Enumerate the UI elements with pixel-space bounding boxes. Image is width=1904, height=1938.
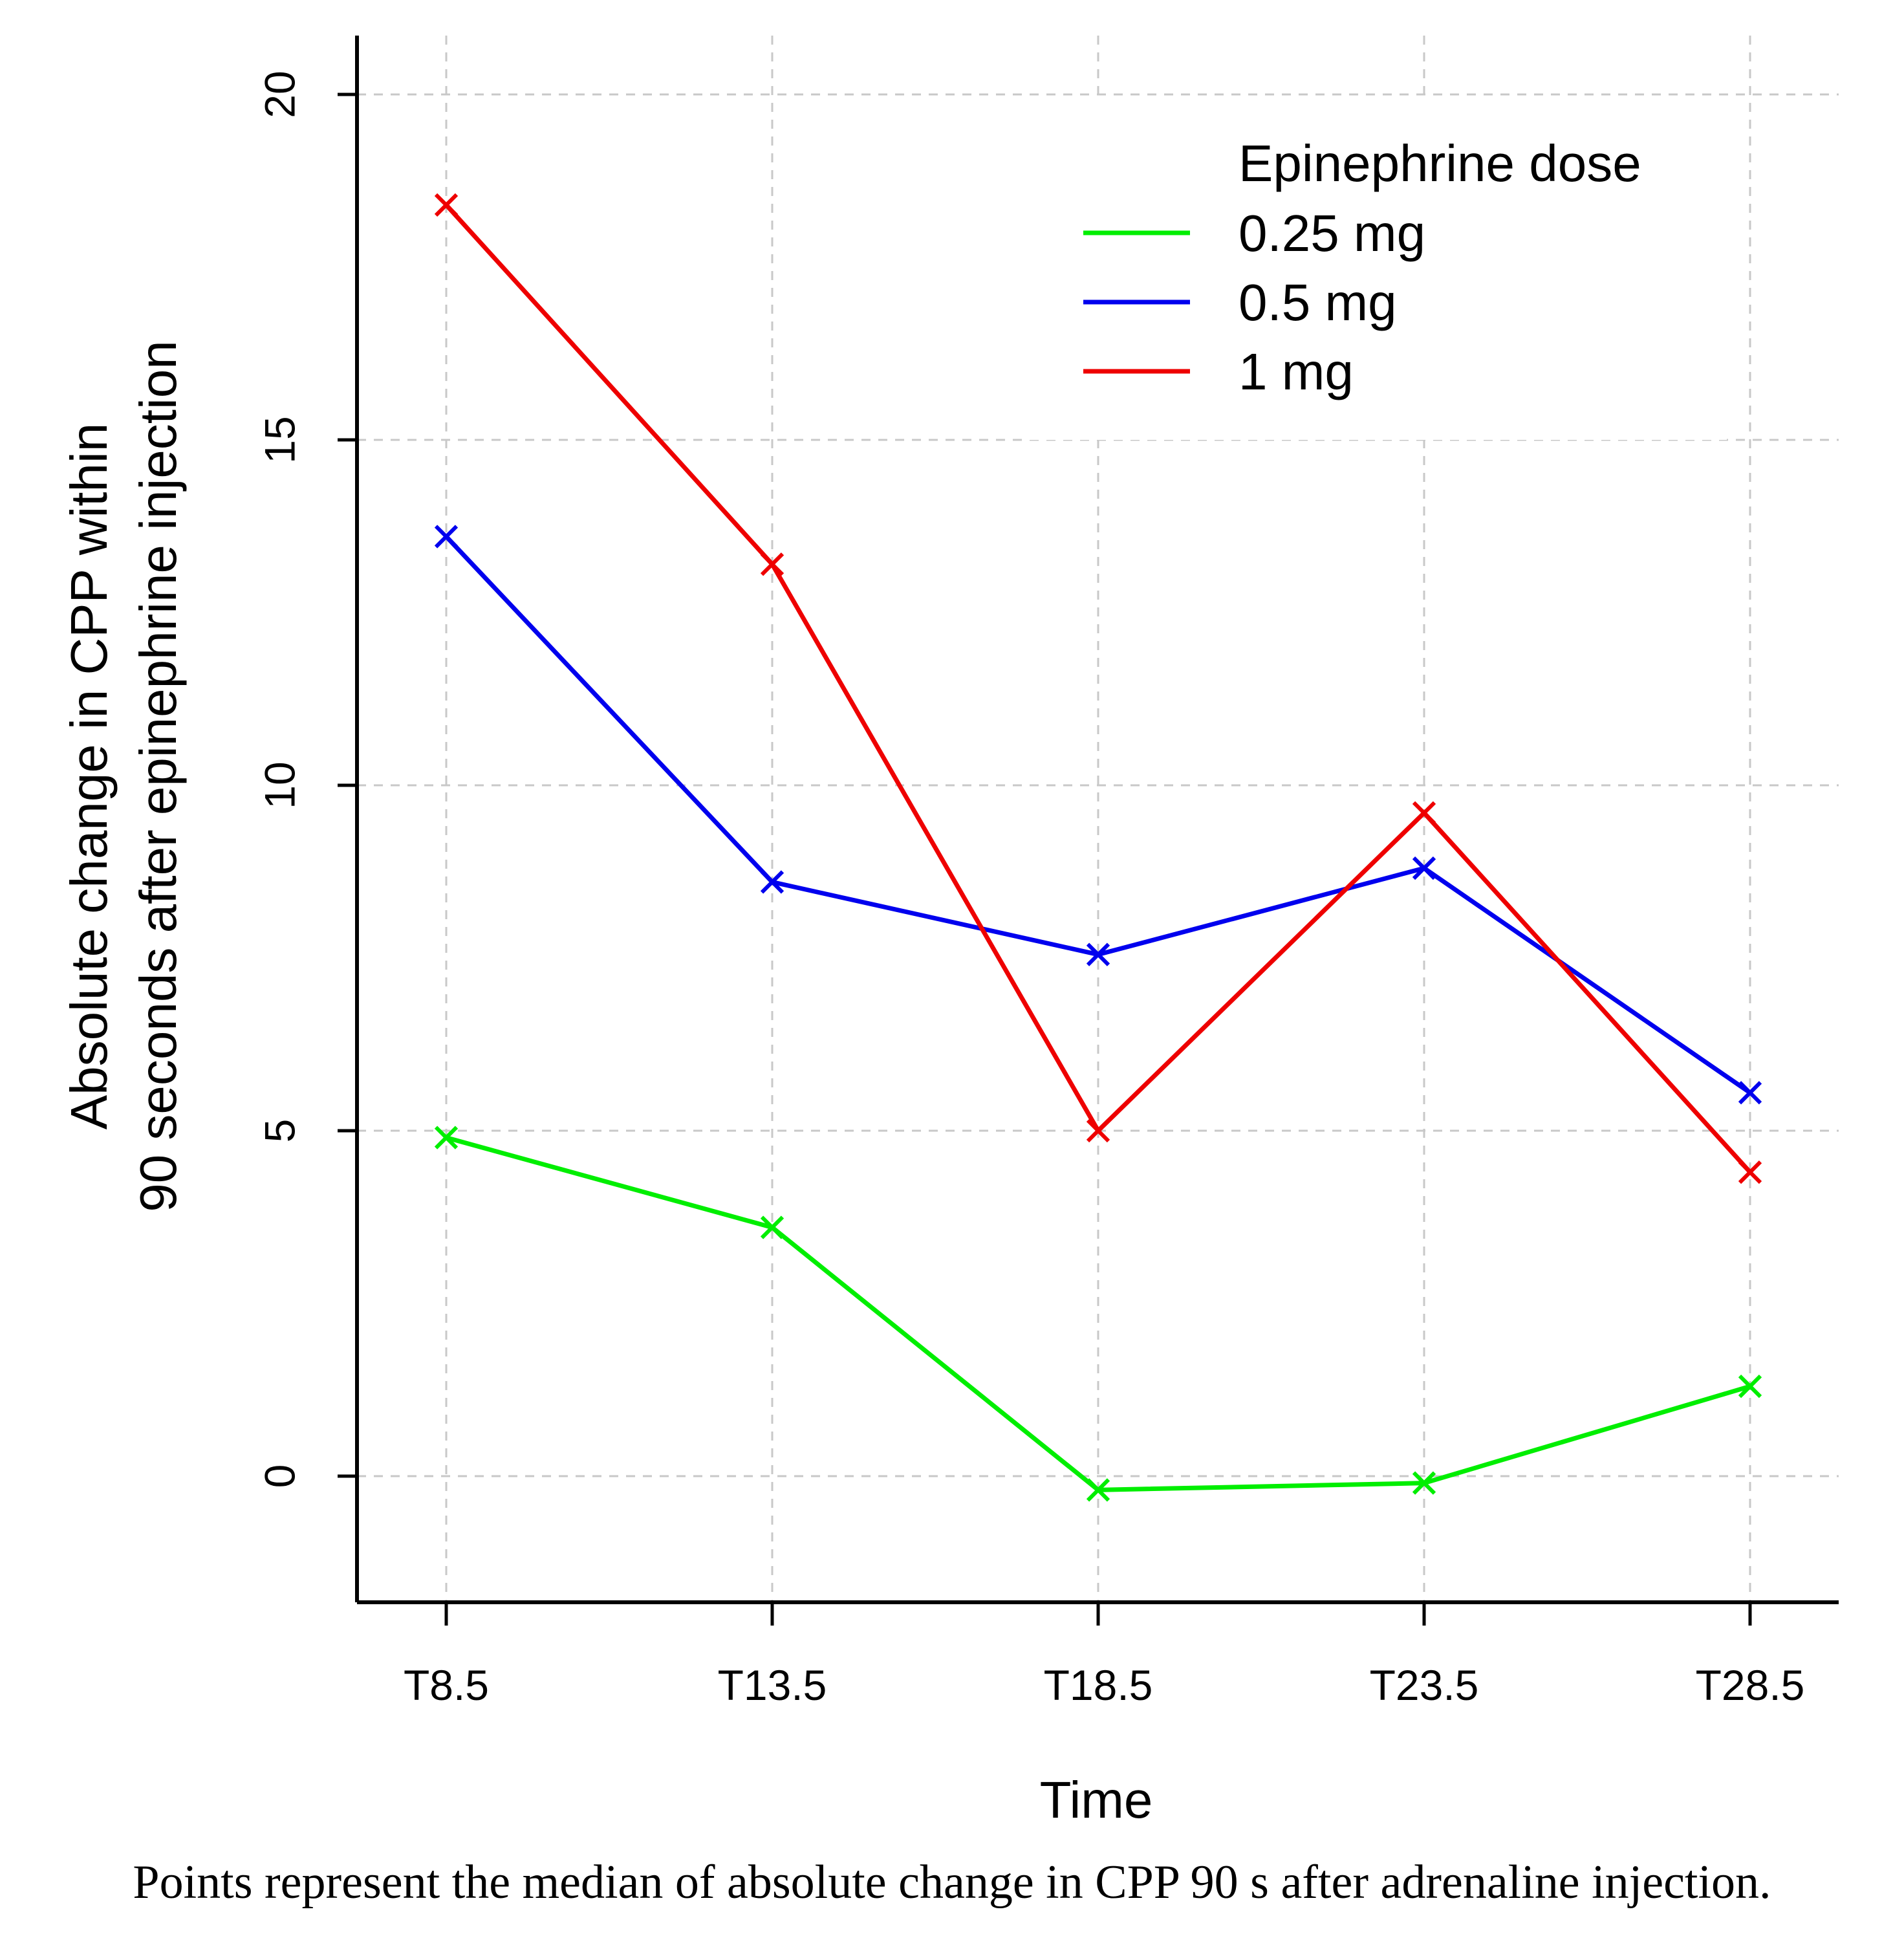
marker-stroke (1412, 856, 1436, 880)
marker-stroke (1086, 1478, 1110, 1502)
y-tick-label: 20 (255, 71, 303, 118)
axis-titles: Time Absolute change in CPP within 90 seco… (60, 340, 1152, 1829)
data-point (760, 870, 784, 894)
marker-stroke (1738, 1081, 1762, 1105)
marker-stroke (1412, 1471, 1436, 1495)
x-tick-label: T18.5 (1044, 1661, 1153, 1709)
marker-stroke (434, 193, 459, 217)
data-point (760, 552, 784, 576)
legend-label: 0.5 mg (1239, 274, 1397, 331)
figure-caption: Points represent the median of absolute … (133, 1856, 1771, 1909)
y-axis-title-line-2: 90 seconds after epinephrine injection (129, 340, 187, 1212)
data-point (1738, 1160, 1762, 1184)
axes: 0 5 10 15 20 T8.5 T13.5 T18.5 T23.5 T28.5 (255, 36, 1839, 1709)
data-point (1086, 1478, 1110, 1502)
data-point (1738, 1375, 1762, 1399)
marker-stroke (1086, 942, 1110, 966)
data-point (434, 193, 459, 217)
data-point (434, 1126, 459, 1149)
data-point (1412, 1471, 1436, 1495)
x-tick-label: T28.5 (1696, 1661, 1805, 1709)
marker-stroke (434, 525, 459, 549)
x-tick-label: T23.5 (1370, 1661, 1479, 1709)
legend: Epinephrine dose 0.25 mg 0.5 mg 1 mg (1025, 97, 1727, 440)
legend-title: Epinephrine dose (1239, 135, 1641, 192)
y-tick-label: 0 (255, 1464, 303, 1488)
legend-label: 0.25 mg (1239, 204, 1425, 262)
y-axis-title-line-1: Absolute change in CPP within (60, 423, 118, 1130)
marker-stroke (1738, 1160, 1762, 1184)
x-tick-label: T13.5 (718, 1661, 827, 1709)
x-axis-title: Time (1040, 1771, 1153, 1829)
marker-stroke (1412, 801, 1436, 825)
data-point (1412, 801, 1436, 825)
data-point (760, 1215, 784, 1239)
marker-stroke (760, 552, 784, 576)
legend-label: 1 mg (1239, 343, 1354, 400)
y-tick-label: 15 (255, 416, 303, 463)
marker-stroke (1086, 1118, 1110, 1143)
data-point (434, 525, 459, 549)
marker-stroke (760, 1215, 784, 1239)
marker-stroke (760, 870, 784, 894)
y-tick-label: 5 (255, 1119, 303, 1143)
data-point (1412, 856, 1436, 880)
legend-background (1025, 97, 1727, 440)
y-tick-label: 10 (255, 761, 303, 809)
data-point (1738, 1081, 1762, 1105)
marker-stroke (434, 1126, 459, 1149)
data-point (1086, 1118, 1110, 1143)
series-group (434, 193, 1762, 1502)
data-point (1086, 942, 1110, 966)
x-tick-label: T8.5 (404, 1661, 489, 1709)
marker-stroke (1738, 1375, 1762, 1399)
